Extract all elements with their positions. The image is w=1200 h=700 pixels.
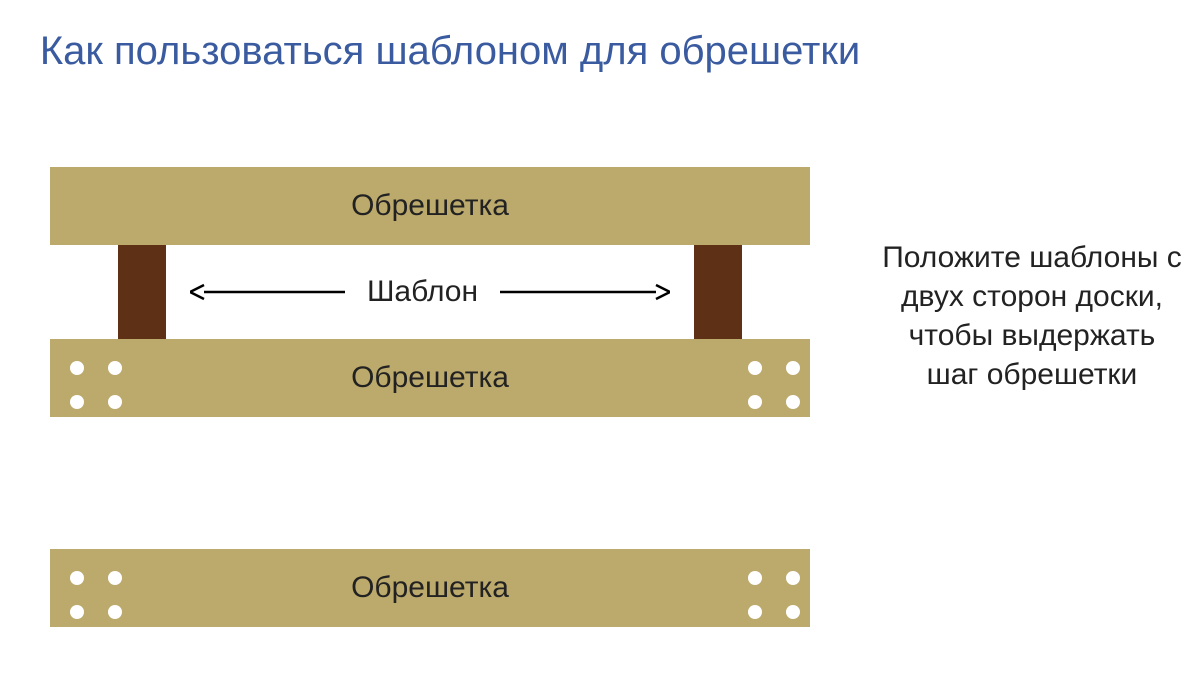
screw-hole (748, 571, 762, 585)
screw-hole (786, 605, 800, 619)
template-label: Шаблон (367, 275, 478, 309)
side-instruction: Положите шаблоны с двух сторон доски, чт… (882, 238, 1182, 394)
page: Как пользоваться шаблоном для обрешетки … (0, 0, 1200, 700)
board-middle: Обрешетка (50, 339, 810, 417)
board-label: Обрешетка (351, 361, 509, 395)
screw-hole (70, 571, 84, 585)
screw-hole (748, 395, 762, 409)
arrow-right-icon (500, 277, 670, 307)
arrow-left-icon (190, 277, 345, 307)
screw-hole (108, 571, 122, 585)
screw-hole (70, 605, 84, 619)
screw-hole (70, 361, 84, 375)
screw-hole (786, 395, 800, 409)
board-bottom: Обрешетка (50, 549, 810, 627)
page-title: Как пользоваться шаблоном для обрешетки (0, 28, 900, 74)
screw-hole (70, 395, 84, 409)
board-label: Обрешетка (351, 571, 509, 605)
board-top: Обрешетка (50, 167, 810, 245)
template-label-row: Шаблон (50, 245, 810, 339)
screw-hole (748, 361, 762, 375)
screw-hole (108, 361, 122, 375)
screw-hole (748, 605, 762, 619)
screw-hole (108, 605, 122, 619)
screw-hole (108, 395, 122, 409)
screw-hole (786, 571, 800, 585)
screw-hole (786, 361, 800, 375)
board-label: Обрешетка (351, 189, 509, 223)
